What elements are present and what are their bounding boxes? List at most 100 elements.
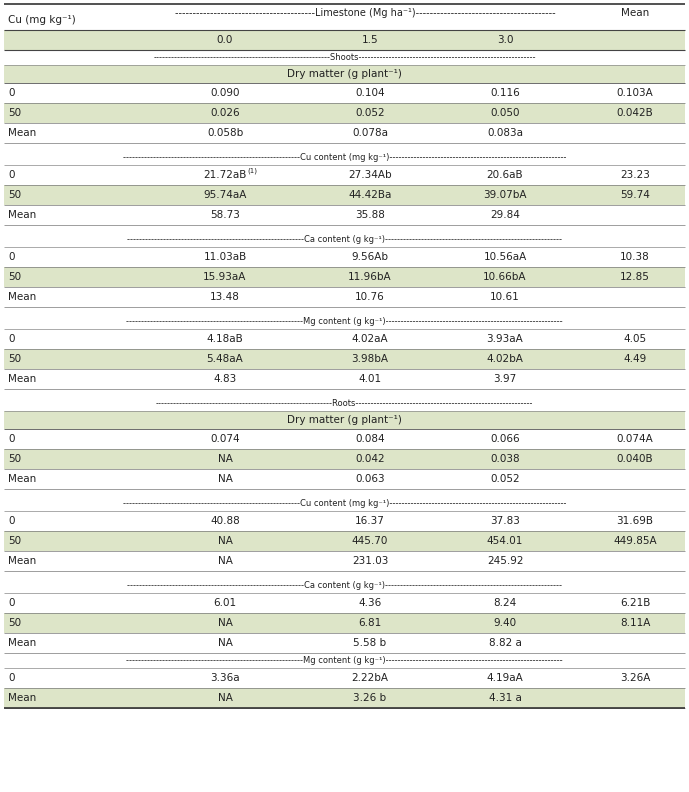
Text: 35.88: 35.88 — [355, 210, 385, 220]
Text: 0.050: 0.050 — [491, 108, 520, 118]
Text: NA: NA — [218, 474, 232, 484]
Text: 50: 50 — [8, 272, 21, 282]
Bar — [4, 511, 685, 531]
Bar — [4, 653, 685, 668]
Text: 3.98bA: 3.98bA — [351, 354, 389, 364]
Text: 50: 50 — [8, 190, 21, 200]
Text: 0.066: 0.066 — [490, 434, 520, 444]
Text: Dry matter (g plant⁻¹): Dry matter (g plant⁻¹) — [287, 415, 402, 425]
Bar — [4, 369, 685, 389]
Text: -----------------------------------------------------------Cu content (mg kg⁻¹)-: ----------------------------------------… — [123, 499, 566, 508]
Bar — [4, 205, 685, 225]
Text: 10.61: 10.61 — [490, 292, 520, 302]
Text: 40.88: 40.88 — [210, 516, 240, 526]
Text: Mean: Mean — [8, 374, 37, 384]
Bar — [4, 688, 685, 708]
Text: 50: 50 — [8, 454, 21, 464]
Text: Dry matter (g plant⁻¹): Dry matter (g plant⁻¹) — [287, 69, 402, 79]
Text: 0.104: 0.104 — [356, 88, 385, 98]
Text: 0.052: 0.052 — [356, 108, 385, 118]
Bar — [4, 396, 685, 411]
Text: 0: 0 — [8, 88, 14, 98]
Text: 29.84: 29.84 — [490, 210, 520, 220]
Text: 4.02aA: 4.02aA — [351, 334, 389, 344]
Bar — [4, 411, 685, 429]
Text: 0.042: 0.042 — [356, 454, 385, 464]
Text: 6.81: 6.81 — [358, 618, 382, 628]
Text: 231.03: 231.03 — [352, 556, 388, 566]
Text: 0.040B: 0.040B — [617, 454, 653, 464]
Text: NA: NA — [218, 693, 232, 703]
Text: -----------------------------------------------------------Ca content (g kg⁻¹)--: ----------------------------------------… — [127, 235, 562, 244]
Bar — [4, 150, 685, 165]
Text: 0.074: 0.074 — [210, 434, 240, 444]
Text: 15.93aA: 15.93aA — [203, 272, 247, 282]
Text: NA: NA — [218, 536, 232, 546]
Text: 0.0: 0.0 — [217, 35, 233, 45]
Text: 0: 0 — [8, 598, 14, 608]
Text: -----------------------------------------------------------Cu content (mg kg⁻¹)-: ----------------------------------------… — [123, 153, 566, 162]
Text: 449.85A: 449.85A — [613, 536, 657, 546]
Text: 58.73: 58.73 — [210, 210, 240, 220]
Bar — [4, 287, 685, 307]
Bar — [4, 314, 685, 329]
Text: 454.01: 454.01 — [487, 536, 523, 546]
Text: Mean: Mean — [8, 474, 37, 484]
Bar — [4, 165, 685, 185]
Text: Mean: Mean — [8, 556, 37, 566]
Text: (1): (1) — [247, 168, 257, 174]
Text: 31.69B: 31.69B — [617, 516, 653, 526]
Bar — [4, 429, 685, 449]
Text: 0: 0 — [8, 516, 14, 526]
Text: 12.85: 12.85 — [620, 272, 650, 282]
Text: 1.5: 1.5 — [362, 35, 378, 45]
Text: -----------------------------------------------------------Mg content (g kg⁻¹)--: ----------------------------------------… — [126, 656, 563, 665]
Text: 0.038: 0.038 — [490, 454, 520, 464]
Text: 50: 50 — [8, 536, 21, 546]
Text: 3.26 b: 3.26 b — [353, 693, 387, 703]
Text: 27.34Ab: 27.34Ab — [348, 170, 392, 180]
Bar — [4, 123, 685, 143]
Text: 3.36a: 3.36a — [210, 673, 240, 683]
Text: 3.26A: 3.26A — [620, 673, 650, 683]
Text: NA: NA — [218, 638, 232, 648]
Text: 445.70: 445.70 — [352, 536, 388, 546]
Text: Mean: Mean — [8, 210, 37, 220]
Bar — [4, 329, 685, 349]
Text: 13.48: 13.48 — [210, 292, 240, 302]
Text: 4.01: 4.01 — [358, 374, 382, 384]
Text: 0: 0 — [8, 334, 14, 344]
Text: 21.72aB: 21.72aB — [203, 170, 247, 180]
Bar — [4, 578, 685, 593]
Text: 0.090: 0.090 — [210, 88, 240, 98]
Text: 8.24: 8.24 — [493, 598, 517, 608]
Text: 4.18aB: 4.18aB — [207, 334, 243, 344]
Text: 10.56aA: 10.56aA — [484, 252, 526, 262]
Text: 4.49: 4.49 — [624, 354, 646, 364]
Text: 0.052: 0.052 — [490, 474, 520, 484]
Text: 4.05: 4.05 — [624, 334, 646, 344]
Bar — [4, 349, 685, 369]
Text: 10.38: 10.38 — [620, 252, 650, 262]
Text: 0.026: 0.026 — [210, 108, 240, 118]
Bar — [4, 185, 685, 205]
Text: 23.23: 23.23 — [620, 170, 650, 180]
Bar — [4, 613, 685, 633]
Bar — [4, 232, 685, 247]
Bar — [4, 267, 685, 287]
Bar — [4, 247, 685, 267]
Text: 0: 0 — [8, 170, 14, 180]
Text: 0.058b: 0.058b — [207, 128, 243, 138]
Text: Mean: Mean — [8, 638, 37, 648]
Text: 50: 50 — [8, 108, 21, 118]
Text: 10.76: 10.76 — [355, 292, 385, 302]
Text: 0.074A: 0.074A — [617, 434, 653, 444]
Text: 2.22bA: 2.22bA — [351, 673, 389, 683]
Text: 0: 0 — [8, 252, 14, 262]
Text: 0: 0 — [8, 434, 14, 444]
Bar — [4, 449, 685, 469]
Bar — [4, 4, 685, 30]
Text: Mean: Mean — [8, 292, 37, 302]
Bar — [4, 668, 685, 688]
Text: 5.58 b: 5.58 b — [353, 638, 387, 648]
